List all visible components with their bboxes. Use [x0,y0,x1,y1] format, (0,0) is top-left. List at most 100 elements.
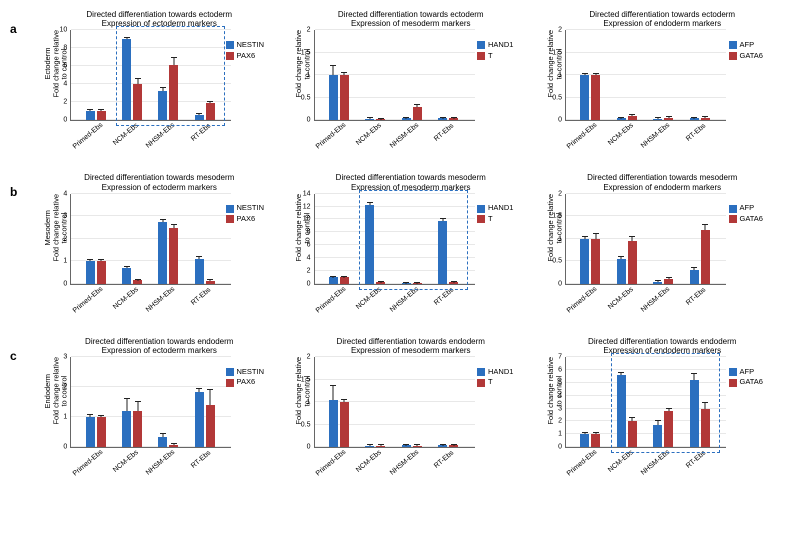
figure-row: a Directed differentiation towards ectode… [10,10,778,157]
y-tick-label: 14 [303,190,311,197]
bar [664,118,673,121]
chart-title-2: Expression of mesoderm markers [295,183,527,192]
bar-group [690,230,712,284]
bar [591,239,600,284]
bars-layer [566,194,726,284]
y-tick-label: 1 [558,235,562,242]
y-tick-label: 1.5 [301,49,311,56]
legend-swatch [226,368,234,376]
bar [169,228,178,284]
y-tick-label: 0 [307,117,311,124]
y-tick-label: 0.5 [301,94,311,101]
bar-chart: 02468101214Primed-EbsNCM-EbsNHSM-EbsRT-E… [314,194,475,285]
y-tick-label: 0 [63,280,67,287]
legend-label: T [488,51,493,62]
chart-wrap: MesodermFold change relativeto control01… [44,194,276,285]
legend-swatch [729,215,737,223]
chart-titles: Directed differentiation towards mesoder… [44,173,276,191]
bar [97,261,106,284]
bar [402,118,411,120]
y-tick-label: 0.5 [552,94,562,101]
chart-wrap: Fold change relativeto control00.511.52P… [547,194,779,285]
legend-swatch [477,41,485,49]
bar-group [365,119,387,121]
legend-swatch [477,379,485,387]
bar [449,118,458,120]
legend-label: T [488,377,493,388]
chart-title-2: Expression of ectoderm markers [44,19,276,28]
chart-titles: Directed differentiation towards mesoder… [295,173,527,191]
bar [591,434,600,447]
bar-group [122,411,144,447]
bar-group [653,118,675,121]
y-tick-label: 8 [307,229,311,236]
y-tick-label: 3 [63,354,67,361]
chart-title-1: Directed differentiation towards ectoder… [295,10,527,19]
y-tick-label: 0 [558,444,562,451]
bar [690,118,699,120]
chart-title-2: Expression of ectoderm markers [44,183,276,192]
bar [376,282,385,283]
bar-group [580,434,602,447]
y-tick-label: 1 [63,258,67,265]
chart-wrap: Fold change relativeto control00.511.52P… [295,357,527,448]
row-label: a [10,10,24,36]
legend-swatch [477,368,485,376]
y-tick-label: 1.5 [552,213,562,220]
y-tick-label: 12 [303,203,311,210]
bars-layer [71,194,231,284]
bar [133,411,142,447]
bar-group [653,411,675,447]
bar-group [653,279,675,284]
chart-title-1: Directed differentiation towards mesoder… [295,173,527,182]
legend-item: T [477,214,513,225]
y-tick-label: 1 [307,399,311,406]
bar-group [86,111,108,120]
bar-group [617,375,639,447]
y-tick-label: 6 [307,242,311,249]
bar [376,119,385,120]
bar [402,283,411,284]
bar-group [195,259,217,284]
y-tick-label: 0 [307,280,311,287]
bar-group [402,283,424,284]
legend-label: PAX6 [237,214,256,225]
bar-group [329,75,351,120]
legend-label: AFP [740,40,755,51]
y-ticks: 00.511.52 [297,357,313,447]
bar [158,222,167,284]
bar [86,417,95,447]
legend-item: HAND1 [477,203,513,214]
y-tick-label: 2 [307,27,311,34]
y-tick-label: 2 [307,267,311,274]
bar [617,375,626,447]
bar [664,279,673,284]
bar [158,437,167,448]
bar [376,446,385,447]
y-ticks: 00.511.52 [548,194,564,284]
y-tick-label: 10 [303,216,311,223]
y-ticks: 01234 [53,194,69,284]
legend-label: HAND1 [488,203,513,214]
bar [86,261,95,284]
chart-titles: Directed differentiation towards endoder… [295,337,527,355]
bar-group [195,103,217,120]
bar-group [195,392,217,448]
bar [329,277,338,283]
chart-panel: Directed differentiation towards mesoder… [547,173,779,320]
bar-chart: 01234567Primed-EbsNCM-EbsNHSM-EbsRT-Ebs [565,357,726,448]
bars-layer [315,30,475,120]
y-tick-label: 2 [63,99,67,106]
legend: AFPGATA6 [729,203,763,224]
legend: NESTINPAX6 [226,40,265,61]
bar [206,103,215,120]
legend-item: PAX6 [226,51,265,62]
y-tick-label: 1 [307,72,311,79]
chart-panel: Directed differentiation towards endoder… [295,337,527,484]
bar [653,119,662,121]
legend: AFPGATA6 [729,40,763,61]
bar-group [690,118,712,121]
legend-item: NESTIN [226,40,265,51]
bar [122,39,131,120]
y-tick-label: 0.5 [552,258,562,265]
